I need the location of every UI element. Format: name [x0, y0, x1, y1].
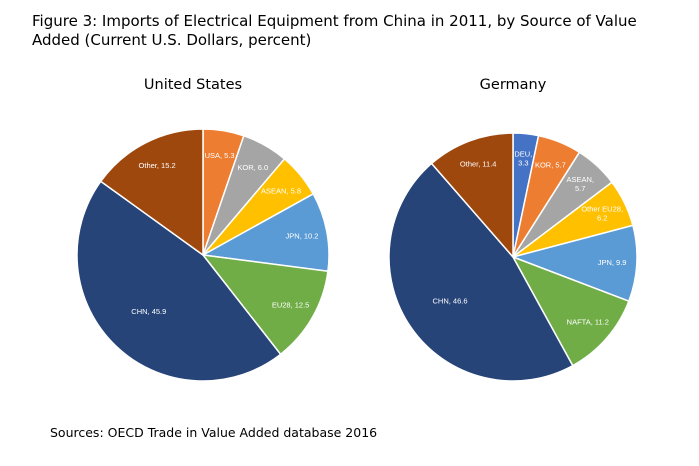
- figure-title: Figure 3: Imports of Electrical Equipmen…: [32, 12, 637, 49]
- slice-label-de-other-eu28: Other EU28, 6.2: [581, 205, 623, 223]
- pie-slice-de-chn: [388, 162, 574, 382]
- pie-slice-us-other: [99, 128, 204, 257]
- slice-label-de-other: Other, 11.4: [460, 160, 497, 169]
- slice-label-us-eu28: EU28, 12.5: [272, 300, 310, 309]
- pie-slice-us-jpn: [200, 192, 330, 273]
- source-note: Sources: OECD Trade in Value Added datab…: [50, 425, 378, 440]
- slice-label-us-asean: ASEAN, 5.8: [261, 187, 301, 196]
- slice-label-us-jpn: JPN, 10.2: [286, 232, 319, 241]
- slice-label-de-jpn: JPN, 9.9: [598, 258, 627, 267]
- pie-slice-de-nafta: [511, 255, 630, 367]
- slice-label-de-asean: ASEAN, 5.7: [566, 175, 594, 193]
- pie-title-germany: Germany: [480, 77, 547, 93]
- pie-title-united-states: United States: [144, 77, 242, 93]
- pie-slice-us-chn: [76, 180, 282, 382]
- slice-label-us-kor: KOR, 6.0: [237, 163, 268, 172]
- slice-label-de-nafta: NAFTA, 11.2: [567, 318, 609, 327]
- slice-label-us-chn: CHN, 45.9: [131, 307, 166, 316]
- slice-label-de-kor: KOR, 5.7: [535, 161, 566, 170]
- slice-label-de-deu: DEU, 3.3: [514, 149, 532, 167]
- pie-slice-us-eu28: [201, 254, 329, 356]
- pie-slice-de-jpn: [510, 224, 638, 303]
- slice-label-us-usa: USA, 5.3: [205, 151, 235, 160]
- slice-label-us-other: Other, 15.2: [139, 161, 176, 170]
- slice-label-de-chn: CHN, 46.6: [432, 297, 467, 306]
- pie-slice-de-other: [430, 132, 514, 260]
